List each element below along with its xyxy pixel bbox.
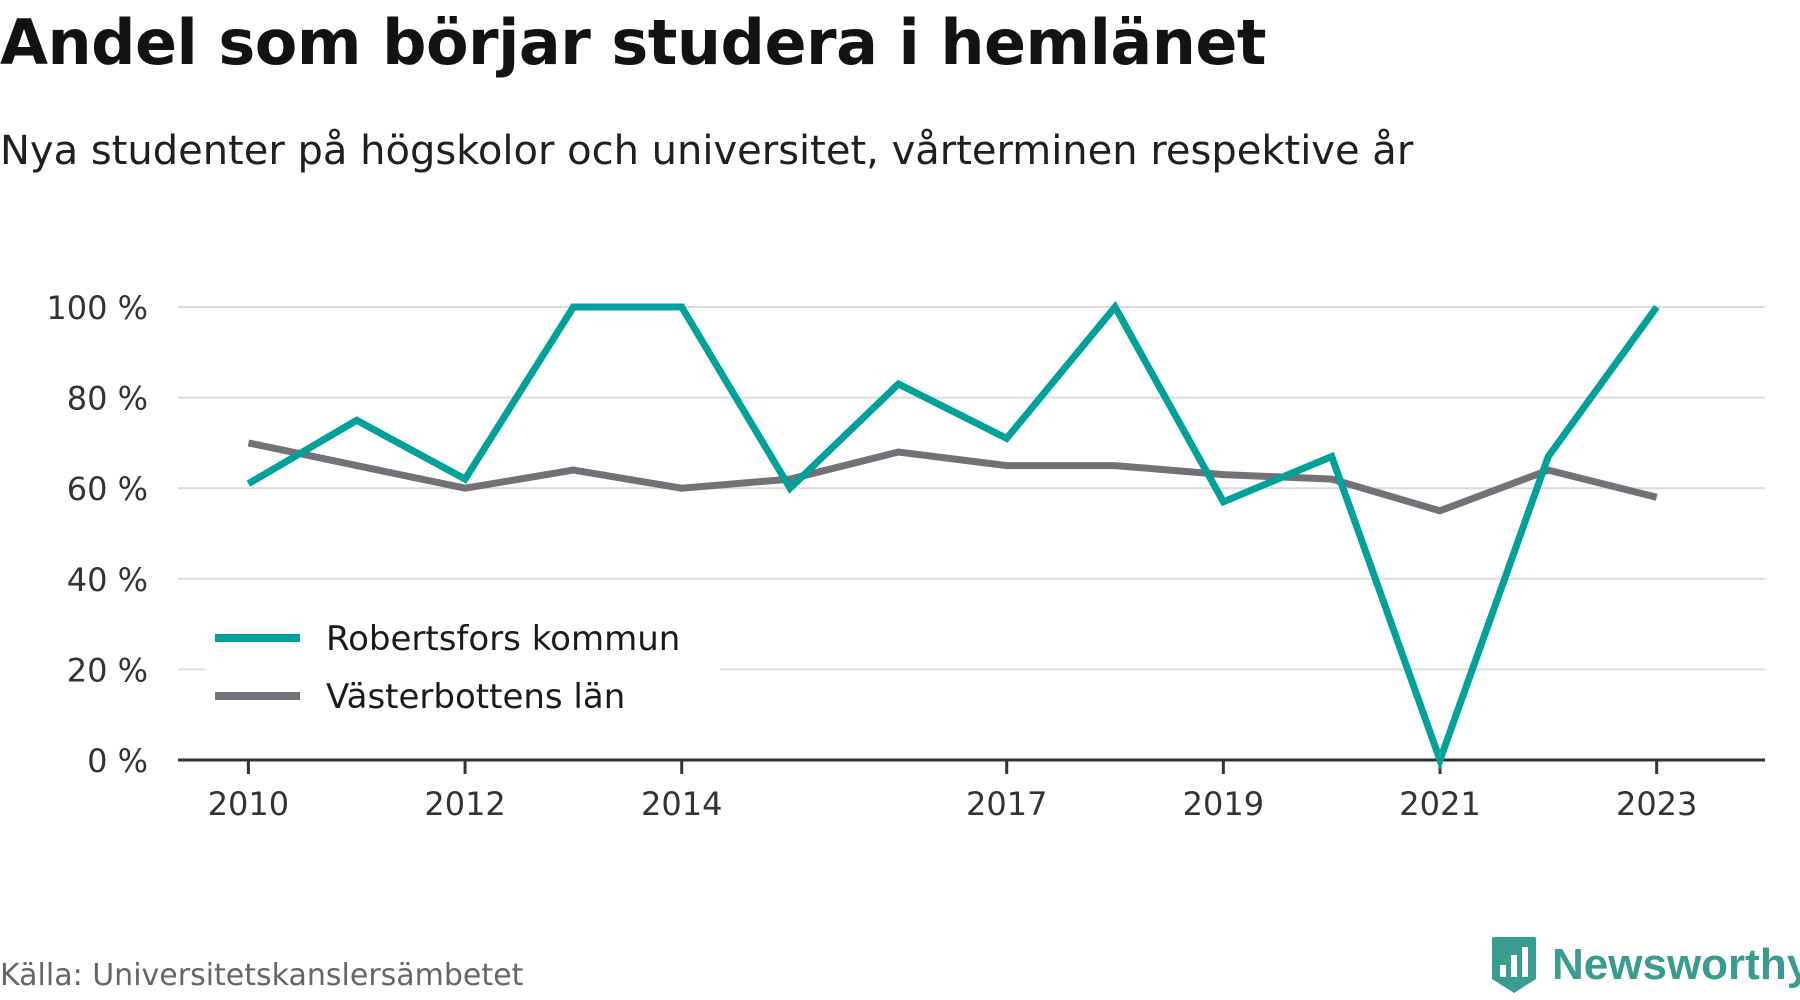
legend-background — [205, 605, 720, 725]
y-tick-label: 100 % — [46, 289, 148, 327]
y-tick-label: 80 % — [67, 380, 148, 418]
x-tick-label: 2023 — [1616, 785, 1697, 823]
source-note: Källa: Universitetskanslersämbetet — [0, 958, 524, 993]
legend-label: Västerbottens län — [326, 677, 625, 717]
bar-chart-badge-icon — [1492, 937, 1536, 993]
chart-title: Andel som börjar studera i hemlänet — [0, 6, 1267, 79]
chart-subtitle: Nya studenter på högskolor och universit… — [0, 128, 1414, 174]
x-tick-label: 2014 — [641, 785, 722, 823]
x-tick-label: 2019 — [1183, 785, 1264, 823]
x-tick-label: 2010 — [208, 785, 289, 823]
line-chart: 0 % 20 % 40 % 60 % 80 % 100 % 2010 2012 2014 2017… — [46, 289, 1765, 823]
y-tick-label: 0 % — [87, 742, 148, 780]
brand-name: Newsworthy — [1552, 940, 1800, 989]
legend-label: Robertsfors kommun — [326, 619, 680, 659]
x-tick-label: 2012 — [424, 785, 505, 823]
x-tick-label: 2017 — [966, 785, 1047, 823]
y-tick-label: 20 % — [67, 651, 148, 689]
y-tick-label: 60 % — [67, 470, 148, 508]
x-tick-label: 2021 — [1399, 785, 1480, 823]
brand-logo: Newsworthy — [1490, 935, 1800, 995]
series-line — [246, 300, 1660, 771]
series-line — [247, 439, 1658, 515]
y-tick-label: 40 % — [67, 561, 148, 599]
